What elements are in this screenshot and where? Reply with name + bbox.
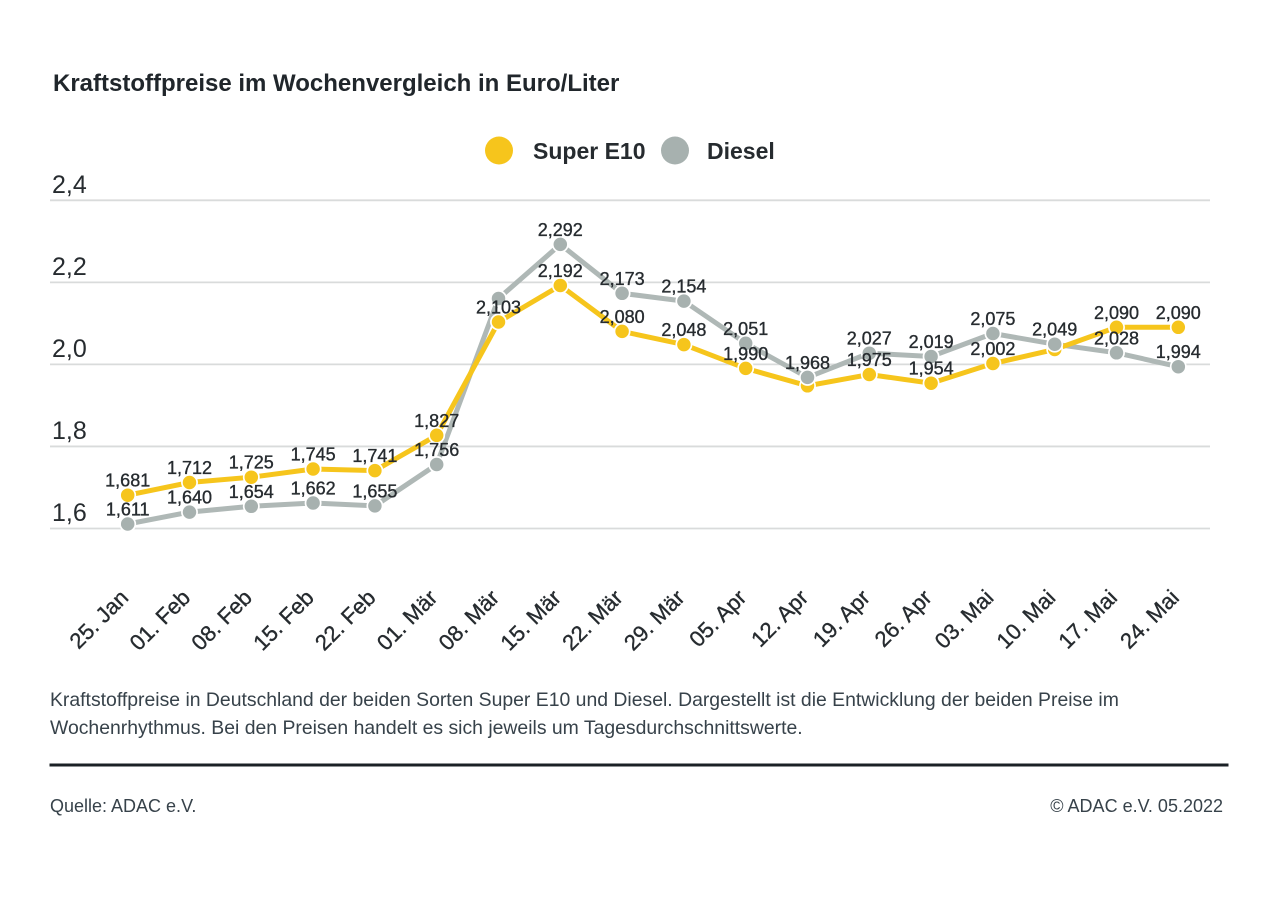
svg-text:2,051: 2,051 xyxy=(723,319,768,339)
svg-text:Super E10: Super E10 xyxy=(533,138,646,164)
svg-text:1,662: 1,662 xyxy=(291,479,336,499)
svg-text:2,048: 2,048 xyxy=(661,320,706,340)
svg-text:2,090: 2,090 xyxy=(1094,303,1139,323)
svg-text:1,975: 1,975 xyxy=(847,350,892,370)
svg-text:2,0: 2,0 xyxy=(52,335,87,363)
svg-text:2,192: 2,192 xyxy=(538,261,583,281)
svg-text:1,827: 1,827 xyxy=(414,411,459,431)
svg-text:1,712: 1,712 xyxy=(167,458,212,478)
svg-text:Quelle: ADAC e.V.: Quelle: ADAC e.V. xyxy=(50,796,196,816)
svg-text:2,173: 2,173 xyxy=(600,269,645,289)
svg-text:2,103: 2,103 xyxy=(476,298,521,318)
svg-text:2,154: 2,154 xyxy=(661,277,706,297)
svg-text:1,611: 1,611 xyxy=(106,500,150,520)
svg-text:Kraftstoffpreise im Wochenverg: Kraftstoffpreise im Wochenvergleich in E… xyxy=(53,70,619,97)
svg-text:1,640: 1,640 xyxy=(167,488,212,508)
svg-text:2,4: 2,4 xyxy=(52,171,87,199)
svg-text:1,745: 1,745 xyxy=(291,445,336,465)
svg-text:1,8: 1,8 xyxy=(52,417,87,445)
svg-text:2,292: 2,292 xyxy=(538,220,583,240)
svg-text:2,080: 2,080 xyxy=(600,307,645,327)
svg-text:1,756: 1,756 xyxy=(414,440,459,460)
svg-text:1,6: 1,6 xyxy=(52,499,87,527)
svg-text:Wochenrhythmus. Bei den Preise: Wochenrhythmus. Bei den Preisen handelt … xyxy=(50,717,803,739)
svg-text:1,994: 1,994 xyxy=(1156,342,1201,362)
svg-text:Kraftstoffpreise in Deutschlan: Kraftstoffpreise in Deutschland der beid… xyxy=(50,689,1119,711)
svg-text:2,019: 2,019 xyxy=(909,332,954,352)
svg-text:1,741: 1,741 xyxy=(352,446,397,466)
svg-text:2,075: 2,075 xyxy=(970,309,1015,329)
svg-text:1,655: 1,655 xyxy=(352,481,397,501)
svg-text:1,954: 1,954 xyxy=(909,359,954,379)
svg-text:1,681: 1,681 xyxy=(105,471,150,491)
svg-text:1,654: 1,654 xyxy=(229,482,274,502)
svg-text:1,990: 1,990 xyxy=(723,344,768,364)
svg-text:© ADAC e.V. 05.2022: © ADAC e.V. 05.2022 xyxy=(1050,796,1223,816)
svg-text:1,725: 1,725 xyxy=(229,453,274,473)
svg-text:2,2: 2,2 xyxy=(52,253,87,281)
svg-text:2,027: 2,027 xyxy=(847,329,892,349)
svg-text:1,968: 1,968 xyxy=(785,353,830,373)
svg-text:Diesel: Diesel xyxy=(707,138,775,164)
svg-text:2,028: 2,028 xyxy=(1094,328,1139,348)
svg-text:2,090: 2,090 xyxy=(1156,303,1201,323)
svg-text:2,002: 2,002 xyxy=(970,339,1015,359)
svg-text:2,049: 2,049 xyxy=(1032,320,1077,340)
